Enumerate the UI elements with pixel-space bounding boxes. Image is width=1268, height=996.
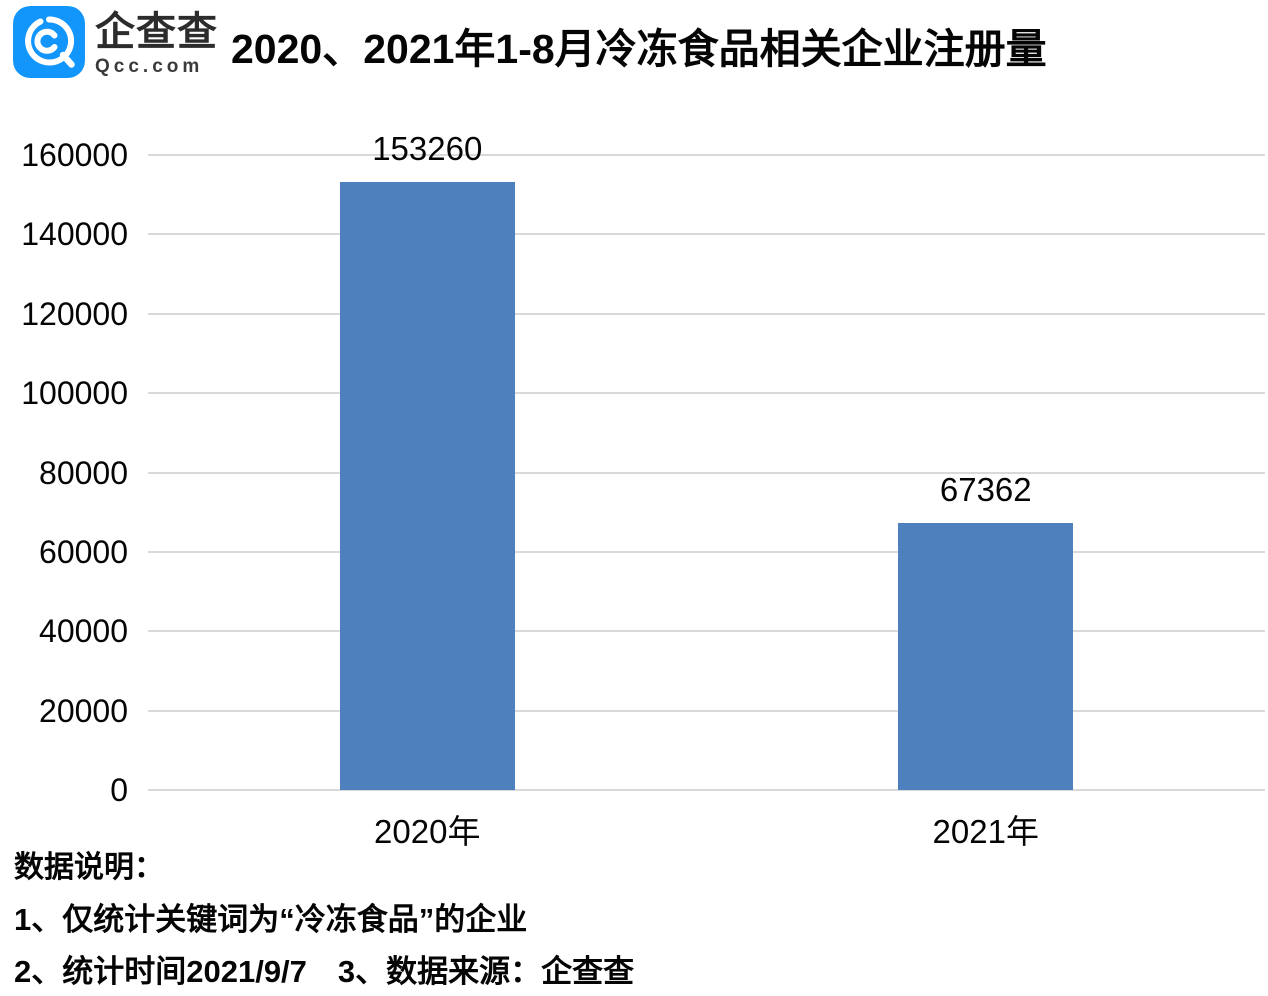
gridline-160000 bbox=[148, 154, 1265, 156]
y-axis-tick-60000: 60000 bbox=[39, 533, 128, 570]
y-axis-tick-0: 0 bbox=[110, 772, 128, 808]
qcc-logo[interactable]: 企查查 Qcc.com bbox=[13, 6, 218, 78]
bar-2021年[interactable] bbox=[898, 522, 1074, 790]
gridline-140000 bbox=[148, 233, 1265, 236]
brand-name-cn: 企查查 bbox=[95, 10, 218, 54]
bar-value-label-2020年: 153260 bbox=[372, 129, 483, 167]
notes-heading: 数据说明： bbox=[14, 851, 164, 884]
note-line-2: 2、统计时间2021/9/7 3、数据来源：企查查 bbox=[14, 954, 635, 989]
y-axis-tick-100000: 100000 bbox=[21, 375, 128, 412]
gridline-0 bbox=[148, 789, 1265, 791]
x-axis-label-2021年: 2021年 bbox=[932, 813, 1039, 850]
header: 企查查 Qcc.com 2020、2021年1-8月冷冻食品相关企业注册量 bbox=[0, 0, 1268, 100]
gridline-100000 bbox=[148, 392, 1265, 395]
note-line-1: 1、仅统计关键词为“冷冻食品”的企业 bbox=[14, 902, 528, 937]
gridline-40000 bbox=[148, 630, 1265, 633]
x-axis-label-2020年: 2020年 bbox=[374, 813, 481, 850]
y-axis-tick-40000: 40000 bbox=[39, 613, 128, 650]
bar-2020年[interactable] bbox=[339, 181, 515, 790]
gridline-20000 bbox=[148, 709, 1265, 712]
y-axis-tick-80000: 80000 bbox=[39, 454, 128, 491]
data-notes: 数据说明： 1、仅统计关键词为“冷冻食品”的企业 2、统计时间2021/9/7 … bbox=[14, 848, 1254, 992]
brand-domain: Qcc.com bbox=[95, 56, 204, 77]
gridline-80000 bbox=[148, 471, 1265, 474]
gridline-120000 bbox=[148, 312, 1265, 315]
gridline-60000 bbox=[148, 550, 1265, 553]
bar-value-label-2021年: 67362 bbox=[939, 470, 1032, 508]
y-axis-tick-160000: 160000 bbox=[21, 137, 128, 173]
brand-text: 企查查 Qcc.com bbox=[95, 6, 218, 78]
y-axis-tick-120000: 120000 bbox=[21, 295, 128, 332]
chart-title: 2020、2021年1-8月冷冻食品相关企业注册量 bbox=[231, 26, 1047, 72]
y-axis-tick-140000: 140000 bbox=[21, 216, 128, 253]
y-axis-tick-20000: 20000 bbox=[39, 692, 128, 729]
qcc-magnifier-icon bbox=[13, 6, 85, 78]
